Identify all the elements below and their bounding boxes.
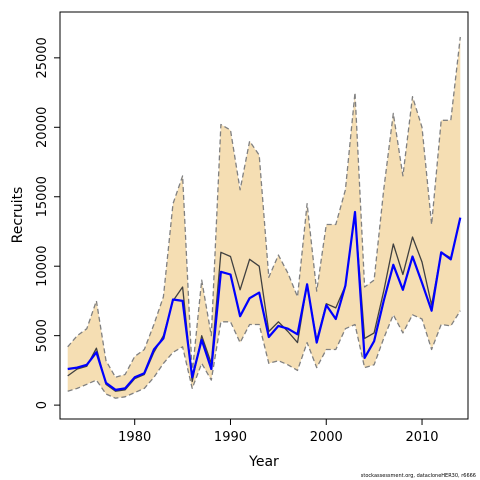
- x-axis: 1980 1990 2000 2010: [118, 419, 439, 445]
- y-tick-label: 25000: [35, 37, 50, 78]
- upper-ci-line: [67, 36, 461, 378]
- y-tick-label: 0: [35, 401, 50, 409]
- y-axis: 0 5000 10000 15000 20000 25000: [35, 37, 60, 409]
- y-tick-label: 15000: [35, 176, 50, 217]
- y-tick-label: 10000: [35, 246, 50, 287]
- y-axis-title: Recruits: [10, 187, 26, 244]
- y-tick-label: 5000: [35, 319, 50, 352]
- estimate-line-blue: [67, 210, 462, 391]
- x-tick-label: 1990: [214, 430, 247, 445]
- footer-note: stockassessment.org, datacloneHER30, r66…: [361, 473, 476, 479]
- x-tick-label: 1980: [118, 430, 151, 445]
- y-tick-label: 20000: [35, 107, 50, 148]
- x-tick-label: 2010: [405, 430, 438, 445]
- plot-frame: [59, 11, 469, 420]
- plot-area: [67, 36, 462, 399]
- x-tick-label: 2000: [310, 430, 343, 445]
- lower-ci-line: [67, 310, 461, 399]
- x-axis-title: Year: [248, 454, 279, 470]
